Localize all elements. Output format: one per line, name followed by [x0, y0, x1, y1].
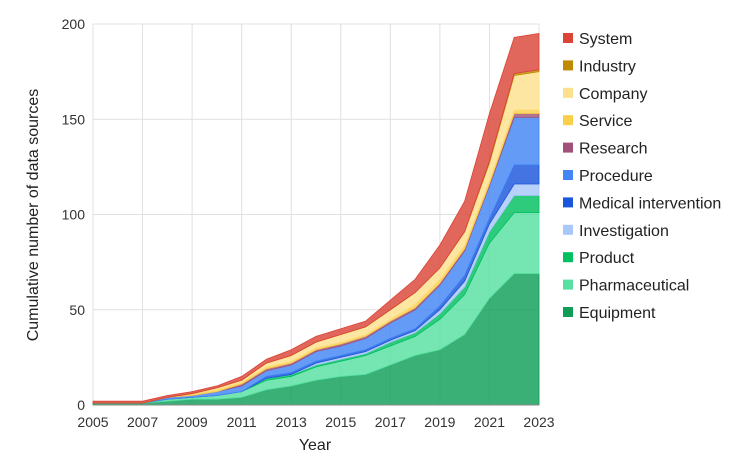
- legend-swatch-equipment: [563, 307, 573, 317]
- legend-swatch-system: [563, 33, 573, 43]
- legend-swatch-research: [563, 142, 573, 153]
- x-tick-label: 2015: [325, 414, 356, 430]
- legend-swatch-procedure: [563, 170, 573, 180]
- area-series-group: [92, 33, 540, 406]
- legend-swatch-industry: [563, 60, 573, 71]
- x-axis-title: Year: [299, 437, 332, 454]
- area-series-system: [92, 33, 540, 404]
- legend-swatch-product: [563, 252, 573, 263]
- x-tick-label: 2021: [474, 414, 505, 430]
- x-tick-label: 2009: [177, 414, 208, 430]
- legend-label-system: System: [579, 31, 632, 48]
- legend-swatch-investigation: [563, 224, 573, 235]
- legend-label-pharmaceutical: Pharmaceutical: [579, 278, 689, 295]
- x-tick-label: 2017: [375, 414, 406, 430]
- y-tick-label: 100: [62, 207, 86, 223]
- legend-swatch-service: [563, 115, 573, 126]
- y-axis-title: Cumulative number of data sources: [25, 89, 42, 342]
- legend-label-company: Company: [579, 86, 647, 103]
- legend-swatch-pharmaceutical: [563, 279, 573, 290]
- x-tick-label: 2005: [77, 414, 108, 430]
- y-tick-label: 0: [77, 397, 85, 413]
- legend-label-industry: Industry: [579, 58, 636, 75]
- y-tick-label: 200: [62, 16, 86, 32]
- legend: System Industry Company Service Research Proc…: [563, 31, 721, 322]
- legend-label-service: Service: [579, 113, 632, 130]
- x-tick-label: 2023: [523, 414, 554, 430]
- x-tick-label: 2013: [276, 414, 307, 430]
- legend-swatch-company: [563, 87, 573, 98]
- legend-swatch-medical-intervention: [563, 197, 573, 208]
- legend-label-medical-intervention: Medical intervention: [579, 195, 721, 212]
- x-tick-label: 2019: [424, 414, 455, 430]
- legend-label-equipment: Equipment: [579, 305, 656, 322]
- y-tick-label: 150: [62, 111, 86, 127]
- legend-label-product: Product: [579, 250, 635, 267]
- y-tick-label: 50: [69, 302, 85, 318]
- x-tick-label: 2007: [127, 414, 158, 430]
- legend-label-research: Research: [579, 141, 647, 158]
- axes: 0 50 100 150 200 2005 2007 2009 2011 2013 2015 2017…: [62, 16, 555, 430]
- x-tick-label: 2011: [227, 414, 257, 430]
- legend-label-procedure: Procedure: [579, 168, 653, 185]
- legend-label-investigation: Investigation: [579, 223, 669, 240]
